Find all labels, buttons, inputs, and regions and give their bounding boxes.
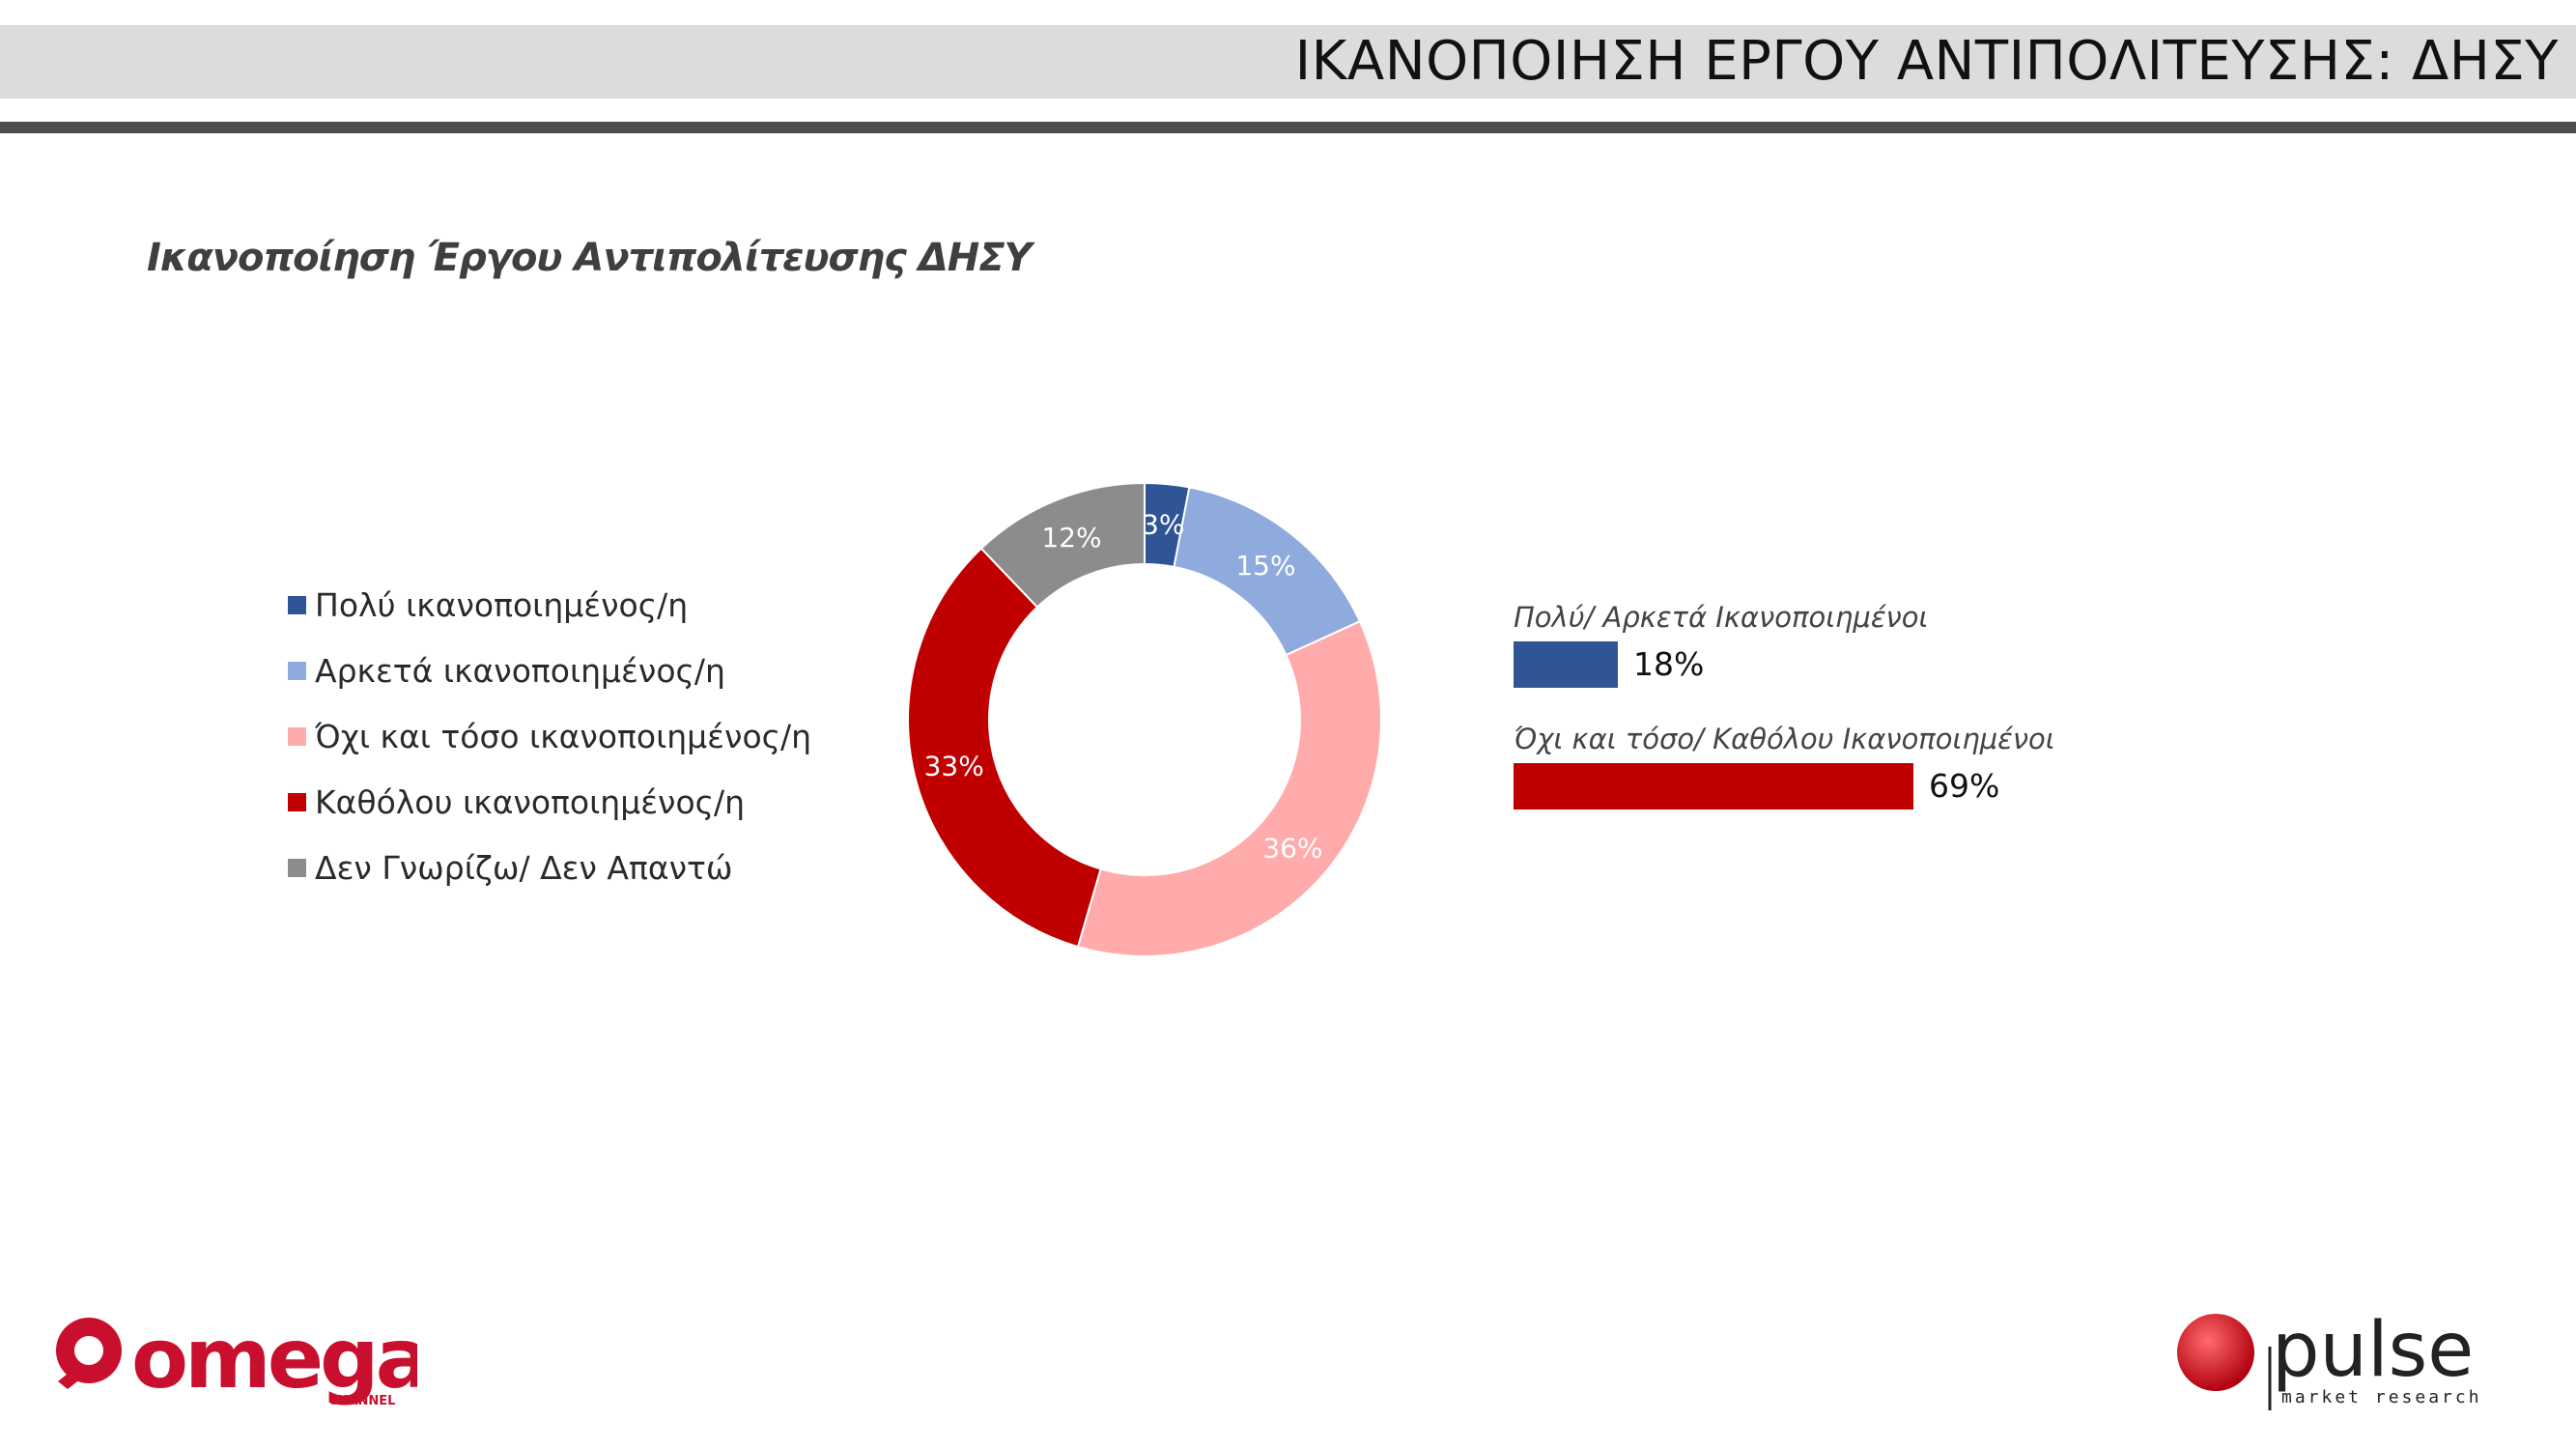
pulse-market-research-logo: pulse market research — [2177, 1307, 2482, 1410]
svg-text:omega: omega — [131, 1311, 417, 1407]
summary-bar-chart: Πολύ/ Αρκετά Ικανοποιημένοι 18% Όχι και τό… — [1514, 597, 2055, 840]
summary-value-label: 69% — [1929, 767, 2000, 805]
summary-bar — [1514, 641, 1618, 688]
legend-swatch — [288, 661, 306, 680]
legend-item: Αρκετά ικανοποιημένος/η — [288, 638, 811, 703]
donut-chart: 3% 15% 36% 33% 12% — [907, 481, 1382, 957]
summary-category-label: Πολύ/ Αρκετά Ικανοποιημένοι — [1514, 601, 1929, 634]
omega-channel-logo: omega CHANNEL — [56, 1311, 417, 1408]
donut-slice — [907, 547, 1102, 949]
summary-category-label: Όχι και τόσο/ Καθόλου Ικανοποιημένοι — [1514, 723, 2055, 755]
legend-swatch — [288, 792, 306, 811]
chart-legend: Πολύ ικανοποιημένος/η Αρκετά ικανοποιημέν… — [288, 572, 811, 900]
legend-label: Πολύ ικανοποιημένος/η — [315, 585, 689, 624]
svg-text:CHANNEL: CHANNEL — [328, 1394, 395, 1408]
legend-label: Δεν Γνωρίζω/ Δεν Απαντώ — [315, 848, 733, 887]
legend-item: Όχι και τόσο ικανοποιημένος/η — [288, 703, 811, 769]
donut-slice — [979, 481, 1146, 609]
slice-value-label: 12% — [1041, 522, 1101, 554]
svg-text:pulse: pulse — [2272, 1307, 2474, 1394]
summary-row: 18% — [1514, 638, 2055, 692]
page-title: ΙΚΑΝΟΠΟΙΗΣΗ ΕΡΓΟΥ ΑΝΤΙΠΟΛΙΤΕΥΣΗΣ: ΔΗΣΥ — [1294, 30, 2559, 93]
donut-slice — [1076, 619, 1382, 957]
legend-swatch — [288, 726, 306, 746]
legend-swatch — [288, 858, 306, 877]
legend-item: Δεν Γνωρίζω/ Δεν Απαντώ — [288, 835, 811, 900]
chart-title: Ικανοποίηση Έργου Αντιπολίτευσης ΔΗΣΥ — [147, 236, 1032, 280]
legend-label: Αρκετά ικανοποιημένος/η — [315, 651, 725, 690]
slice-value-label: 15% — [1235, 550, 1295, 582]
slice-value-label: 36% — [1262, 832, 1322, 864]
slice-value-label: 3% — [1142, 508, 1184, 540]
header-divider — [0, 122, 2576, 133]
legend-item: Καθόλου ικανοποιημένος/η — [288, 769, 811, 835]
summary-value-label: 18% — [1633, 645, 1705, 683]
header-band — [0, 25, 2576, 99]
summary-bar — [1514, 763, 1913, 810]
legend-swatch — [288, 595, 306, 614]
legend-label: Όχι και τόσο ικανοποιημένος/η — [315, 717, 812, 755]
slice-value-label: 33% — [924, 750, 984, 781]
summary-row: 69% — [1514, 759, 2055, 813]
legend-item: Πολύ ικανοποιημένος/η — [288, 572, 811, 638]
legend-label: Καθόλου ικανοποιημένος/η — [315, 782, 746, 821]
svg-text:market research: market research — [2281, 1387, 2482, 1407]
